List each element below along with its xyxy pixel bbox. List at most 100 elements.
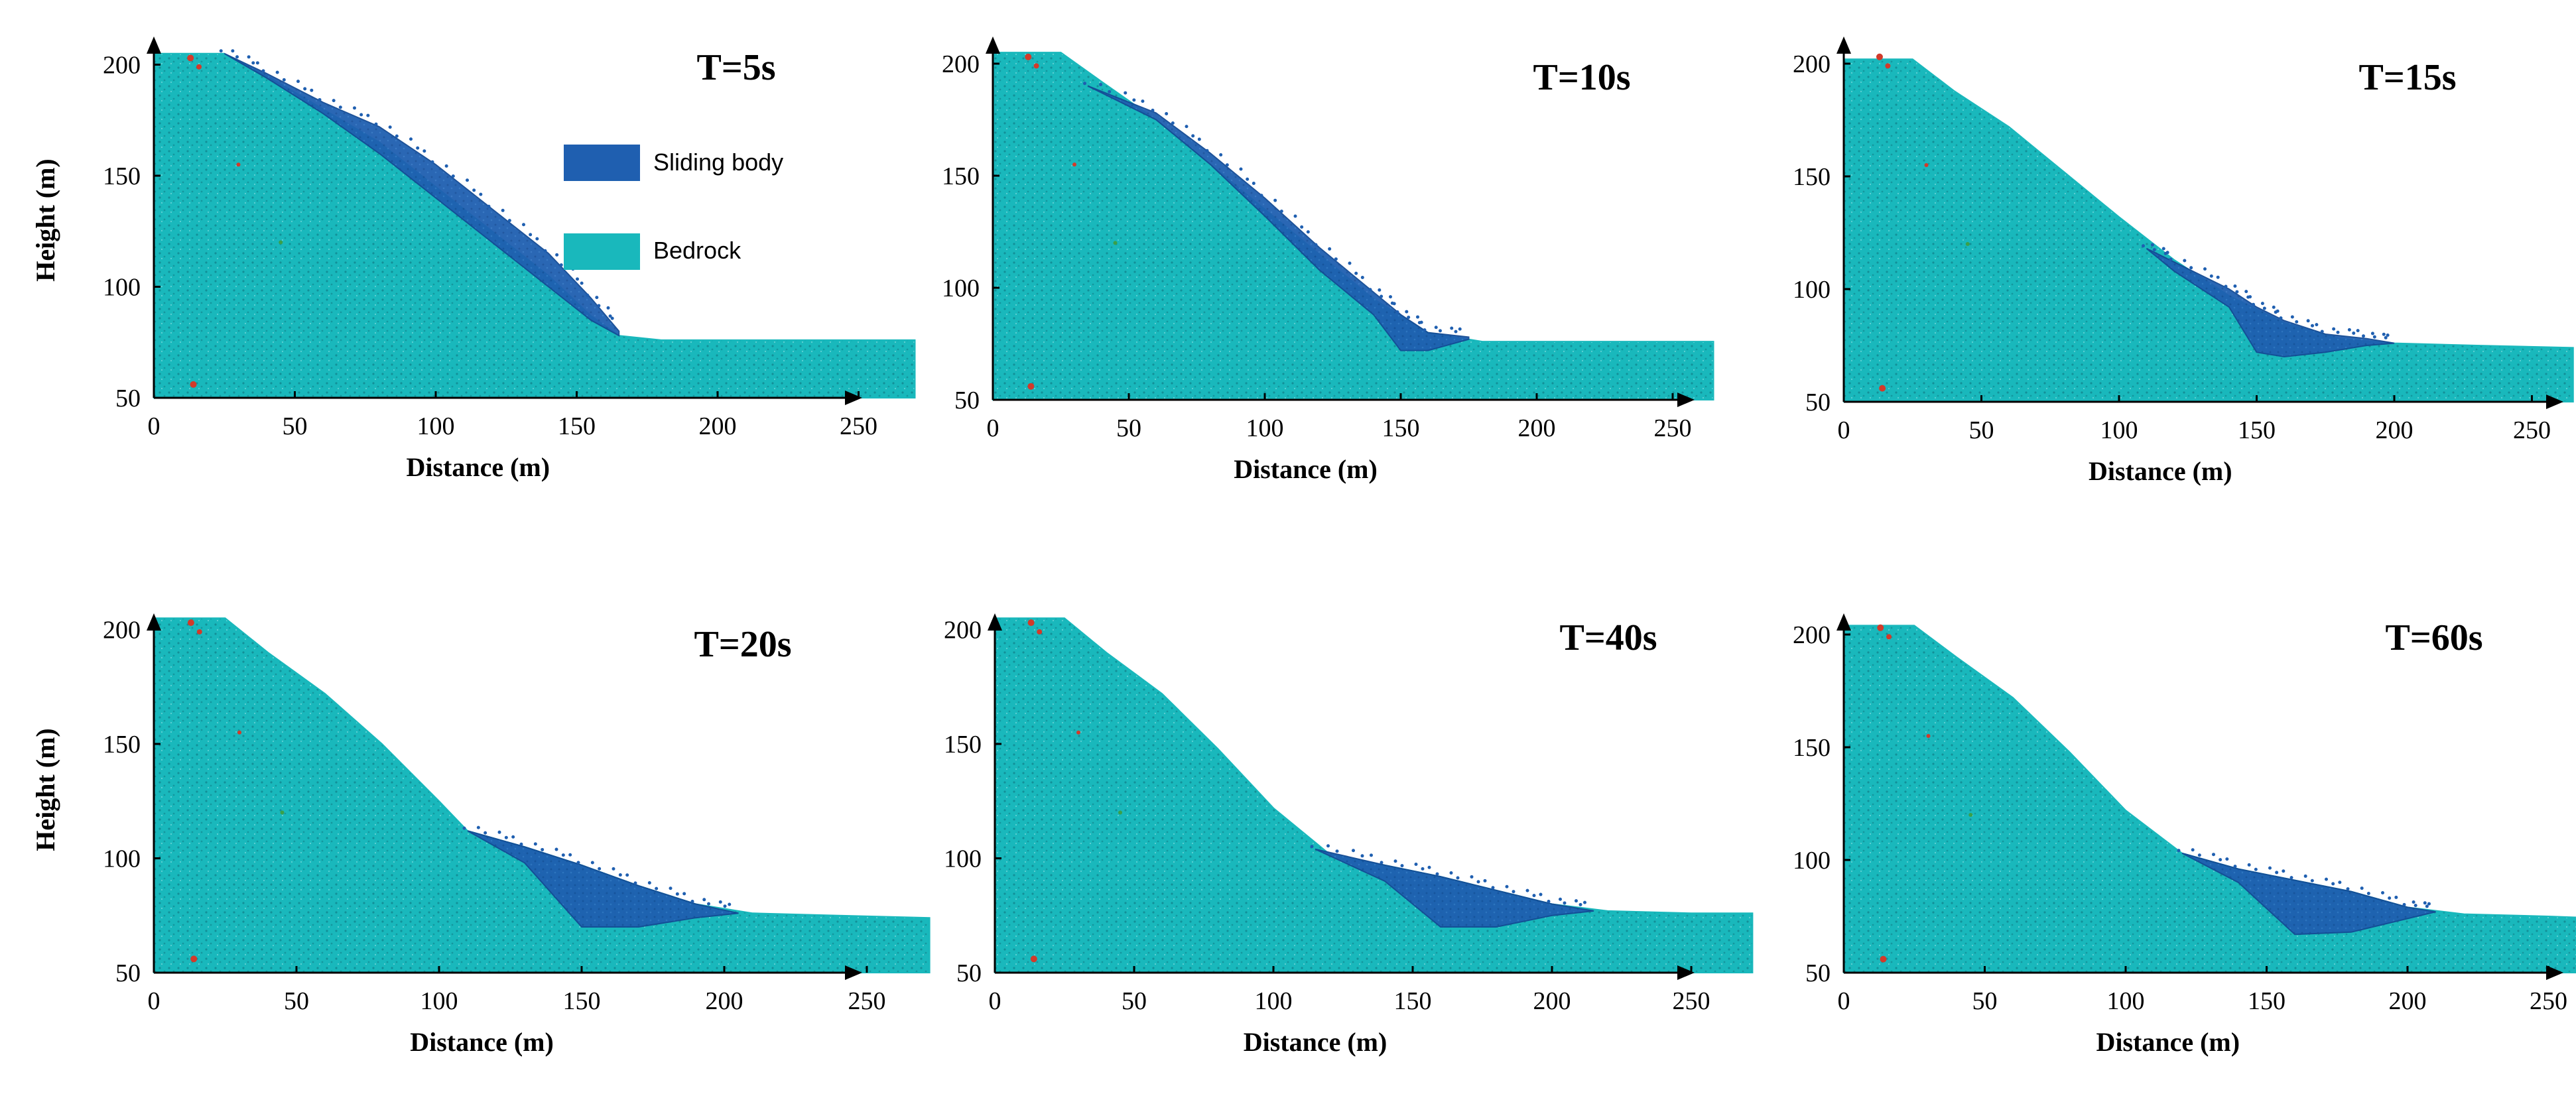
particle [690,900,694,903]
particle [2427,902,2431,906]
particle [707,902,710,906]
particle [395,134,399,138]
particle [444,164,448,168]
y-tick-label: 100 [944,845,982,873]
particle [618,873,622,877]
particle [590,861,594,865]
particle [541,847,545,851]
particle [1378,288,1382,292]
particle [1450,326,1454,330]
particle [633,881,637,885]
crest-marker [187,619,194,627]
x-tick-label: 100 [2100,416,2138,444]
particle [655,886,659,890]
particle [282,78,286,82]
x-axis-arrow [2546,395,2563,409]
particle [2425,904,2429,908]
bedrock-area [153,617,931,973]
x-tick-label: 250 [1654,414,1692,442]
particle [610,316,614,320]
particle [2352,332,2356,335]
particle [533,842,537,846]
particle [430,160,434,164]
particle [1205,149,1209,152]
particle [2356,329,2360,333]
crest-marker [1885,63,1891,69]
particle [1414,862,1418,866]
particle [576,861,580,865]
particle [1434,326,1438,330]
particle [597,304,601,308]
x-axis-label: Distance (m) [2089,456,2232,486]
particle [1335,849,1339,853]
y-tick-label: 100 [1793,847,1831,875]
particle [1476,880,1480,884]
particle [1578,902,1582,906]
particle [606,306,610,310]
particle [1293,214,1297,218]
particle [2394,895,2398,899]
particle [2212,853,2215,857]
particle [1547,900,1551,903]
particle [2332,327,2336,331]
particle [511,835,515,839]
particle [647,881,651,884]
particle [1400,864,1404,868]
panel-2: 0 50 100 150 200 250 50 100 150 200 Distance (m) T=… [942,36,1714,484]
particle [497,830,501,834]
y-tick-label: 200 [103,52,141,80]
x-axis-arrow [1677,393,1695,407]
y-tick-label: 150 [103,731,141,759]
particle [2414,904,2417,908]
bedrock-area [1843,58,2574,402]
x-tick-label: 200 [706,987,743,1015]
particle [529,233,533,237]
y-tick-label: 150 [103,162,141,190]
x-tick-label: 50 [1122,987,1147,1015]
particle [1419,320,1423,324]
inner-marker [279,240,283,245]
base-marker [1879,385,1886,392]
particle [1151,108,1155,112]
particle [535,237,539,241]
inner-marker [1076,730,1080,735]
particle [1583,900,1586,904]
particle [1470,875,1474,879]
particle [2219,858,2222,862]
legend-label-sliding-body: Sliding body [653,149,783,176]
x-tick-label: 100 [420,987,458,1015]
particle [2290,315,2294,319]
sliding-body-area [1315,848,1594,928]
panel-title: T=15s [2358,57,2456,98]
y-tick-label: 100 [103,274,141,302]
particle [2150,243,2154,247]
particle [2331,882,2335,886]
particle [1191,134,1195,138]
inner-marker [237,730,241,735]
x-axis-label: Distance (m) [2096,1027,2240,1057]
particle [1083,82,1086,86]
particle [2191,848,2195,852]
particle [1458,327,1462,331]
particle [2254,867,2258,871]
crest-marker [1886,634,1892,640]
base-marker [1027,383,1035,390]
particle [231,49,235,53]
particle [1334,257,1338,261]
bedrock-area [994,617,1754,973]
x-tick-label: 250 [848,987,886,1015]
x-tick-label: 200 [699,412,737,440]
crest-marker [1027,619,1035,627]
particle [296,80,300,84]
sliding-body-area [2181,852,2436,936]
panel-title: T=20s [694,624,791,665]
particle [416,146,420,150]
particle [2315,323,2319,327]
particle [2233,284,2237,288]
x-tick-label: 50 [1969,416,1994,444]
y-tick-label: 200 [944,617,982,644]
particle [1380,861,1384,865]
